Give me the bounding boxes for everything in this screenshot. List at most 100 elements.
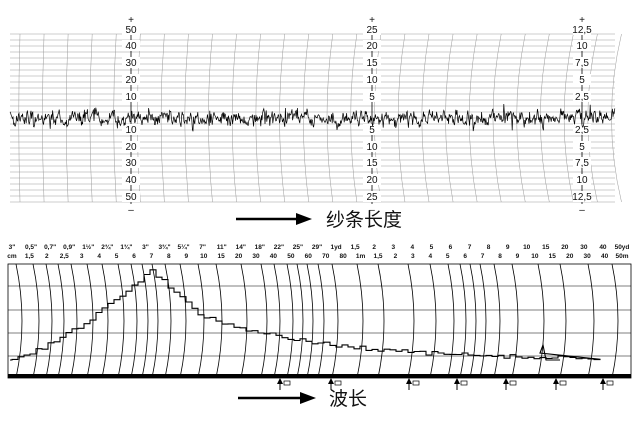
wavelength-cm-label: 4 — [428, 253, 432, 260]
wavelength-cm-label: 40 — [270, 253, 278, 260]
wavelength-cm-label: 30 — [584, 253, 592, 260]
wavelength-inch-label: 3" — [142, 244, 149, 251]
wavelength-cm-label: 15 — [549, 253, 557, 260]
scale-label-top: 20 — [366, 41, 378, 52]
wavelength-inch-label: 29" — [312, 244, 322, 251]
chart-scale-labels: +–50403020101020304050+–2520151055101520… — [122, 15, 592, 216]
scale-label-bottom: 10 — [366, 142, 378, 153]
scale-label-top: 7,5 — [575, 58, 589, 69]
scale-label-bottom: 15 — [366, 158, 378, 169]
wavelength-inch-label: 7 — [468, 244, 472, 251]
marker-arrow-icon — [553, 378, 559, 384]
yarn-evenness-trace — [9, 103, 616, 132]
wavelength-cm-label: 4 — [97, 253, 101, 260]
wavelength-inch-label: 3¾" — [158, 243, 170, 251]
spectrogram-chart: 3" 0,5" 0,7" 0,9" 1½" 2¾" 1¾" 3" 3¾" 5¼" 7" 11" 14" 1… — [7, 243, 632, 390]
scale-label-bottom: 7,5 — [575, 158, 589, 169]
channel-markers — [277, 378, 614, 390]
scale-label-top: 15 — [366, 58, 378, 69]
wavelength-cm-label: 2,5 — [60, 253, 69, 260]
scale-minus-sign: – — [579, 205, 585, 216]
wavelength-cm-label: 3 — [411, 253, 415, 260]
wavelength-inch-label: 0,7" — [44, 244, 56, 251]
wavelength-inch-label: 5 — [430, 244, 434, 251]
scale-label-top: 20 — [125, 75, 137, 86]
scale-label-top: 5 — [579, 75, 585, 86]
marker-arrow-icon — [454, 378, 460, 384]
wavelength-inch-label: 15 — [542, 244, 550, 251]
scale-plus-sign: + — [369, 15, 375, 26]
wavelength-inch-label: 6 — [449, 244, 453, 251]
wavelength-inch-label: 25" — [293, 244, 303, 251]
wavelength-inch-label: 3" — [9, 244, 16, 251]
scale-label-top: 2,5 — [575, 92, 589, 103]
scale-label-bottom: 20 — [366, 175, 378, 186]
wavelength-cm-label: 5 — [446, 253, 450, 260]
wavelength-caption: 波长 — [238, 388, 367, 410]
wavelength-cm-label: 8 — [167, 253, 171, 260]
scale-label-bottom: 20 — [125, 142, 137, 153]
scale-minus-sign: – — [128, 205, 134, 216]
scale-plus-sign: + — [128, 15, 134, 26]
spectrogram-trace — [10, 269, 601, 361]
wavelength-cm-label: 40 — [601, 253, 609, 260]
scale-label-bottom: 30 — [125, 158, 137, 169]
wavelength-cm-label: cm — [7, 253, 17, 260]
wavelength-cm-label: 9 — [184, 253, 188, 260]
wavelength-inch-label: 1yd — [330, 244, 341, 251]
scale-label-top: 10 — [576, 41, 588, 52]
wavelength-cm-label: 1m — [356, 253, 366, 260]
wavelength-inch-label: 9 — [506, 244, 510, 251]
wavelength-inch-label: 7" — [199, 244, 206, 251]
wavelength-cm-label: 2 — [394, 253, 398, 260]
wavelength-cm-label: 10 — [531, 253, 539, 260]
wavelength-inch-label: 1¾" — [120, 243, 132, 251]
scale-label-bottom: 10 — [576, 175, 588, 186]
wavelength-cm-label: 6 — [132, 253, 136, 260]
wavelength-scale-labels: 3" 0,5" 0,7" 0,9" 1½" 2¾" 1¾" 3" 3¾" 5¼" 7" 11" 14" 1… — [7, 243, 629, 260]
scale-plus-sign: + — [579, 15, 585, 26]
wavelength-inch-label: 40 — [599, 244, 607, 251]
wavelength-inch-label: 3 — [391, 244, 395, 251]
wavelength-caption-text: 波长 — [329, 388, 367, 410]
length-caption-text: 纱条长度 — [326, 209, 402, 231]
scale-label-top: 5 — [369, 92, 375, 103]
wavelength-cm-label: 8 — [498, 253, 502, 260]
scale-label-top: 10 — [366, 75, 378, 86]
wavelength-inch-label: 1,5 — [351, 244, 360, 251]
wavelength-inch-label: 0,9" — [63, 244, 75, 251]
marker-arrow-icon — [328, 378, 334, 384]
scale-label-bottom: 25 — [366, 192, 378, 203]
wavelength-inch-label: 2 — [372, 244, 376, 251]
scale-label-top: 30 — [125, 58, 137, 69]
wavelength-cm-label: 1,5 — [373, 253, 382, 260]
wavelength-cm-label: 50m — [615, 253, 628, 260]
wavelength-cm-label: 60 — [305, 253, 313, 260]
wavelength-cm-label: 1,5 — [25, 253, 34, 260]
wavelength-cm-label: 20 — [566, 253, 574, 260]
scale-label-bottom: 40 — [125, 175, 137, 186]
scale-label-top: 12,5 — [572, 25, 592, 36]
wavelength-cm-label: 9 — [516, 253, 520, 260]
scale-label-bottom: 5 — [369, 125, 375, 136]
wavelength-inch-label: 8 — [487, 244, 491, 251]
spectrogram-grid — [7, 263, 632, 379]
wavelength-inch-label: 14" — [236, 244, 246, 251]
wavelength-cm-label: 20 — [235, 253, 243, 260]
scale-label-bottom: 5 — [579, 142, 585, 153]
length-caption: 纱条长度 — [236, 209, 402, 231]
wavelength-cm-label: 7 — [481, 253, 485, 260]
irregularity-chart: +–50403020101020304050+–2520151055101520… — [9, 15, 622, 216]
scale-label-top: 50 — [125, 25, 137, 36]
scale-label-bottom: 2,5 — [575, 125, 589, 136]
wavelength-inch-label: 11" — [217, 244, 227, 251]
wavelength-inch-label: 18" — [255, 244, 265, 251]
wavelength-inch-label: 2¾" — [101, 243, 113, 251]
wavelength-cm-label: 50 — [287, 253, 295, 260]
scale-label-top: 25 — [366, 25, 378, 36]
scale-label-top: 40 — [125, 41, 137, 52]
marker-arrow-icon — [600, 378, 606, 384]
scale-label-bottom: 50 — [125, 192, 137, 203]
wavelength-inch-label: 10 — [523, 244, 531, 251]
